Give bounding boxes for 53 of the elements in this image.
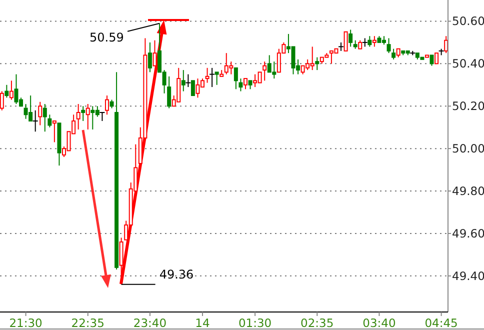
annotation: 50.59 (90, 30, 124, 44)
candlestick (38, 101, 42, 126)
y-tick-label: 49.40 (452, 268, 484, 283)
candlestick (344, 31, 348, 52)
candlestick (243, 78, 248, 90)
candlestick (315, 56, 320, 71)
x-tick-label: 23:40 (133, 316, 167, 330)
candlestick (86, 104, 90, 130)
x-tick-label: 22:35 (71, 316, 104, 330)
candlestick (81, 106, 86, 122)
y-tick-label: 50.00 (452, 142, 484, 156)
candlestick (9, 80, 14, 100)
candlestick (4, 84, 9, 98)
candlestick (167, 76, 172, 109)
candlestick (152, 40, 157, 66)
y-tick-label: 49.60 (452, 226, 484, 240)
candlestick (434, 52, 439, 64)
candlestick (76, 104, 80, 130)
candlestick (190, 80, 195, 96)
candlestick (205, 67, 210, 84)
candlestick (238, 78, 243, 92)
candlestick (148, 42, 152, 73)
candlestick (32, 110, 38, 132)
candlestick (372, 36, 376, 48)
x-tick-label: 02:35 (300, 316, 334, 330)
candlestick (430, 54, 434, 66)
y-tick-label: 49.80 (452, 184, 484, 198)
candlestick (234, 67, 238, 90)
candlestick (214, 72, 219, 86)
annotation: 49.36 (159, 267, 194, 282)
candlestick (368, 36, 372, 48)
candlestick (181, 70, 186, 92)
y-tick-label: 50.60 (452, 14, 484, 28)
candlestick (392, 48, 396, 60)
candlestick (444, 36, 448, 54)
x-tick-label: 03:40 (362, 316, 396, 330)
candlestick (348, 29, 353, 48)
candlestick (52, 120, 56, 143)
y-tick-label: 50.20 (452, 99, 484, 114)
candlestick (262, 61, 267, 82)
candlestick (104, 95, 109, 116)
candlestick (42, 104, 47, 132)
candlestick (186, 74, 191, 88)
candlestick (100, 112, 105, 122)
x-tick-label: 21:30 (9, 316, 42, 330)
x-tick-label: 01:30 (238, 316, 272, 330)
x-tick-label: 14 (195, 316, 210, 330)
candlestick (386, 38, 391, 54)
y-tick-label: 50.40 (452, 56, 484, 71)
candlestick (210, 67, 215, 88)
candlestick (119, 237, 124, 285)
x-tick-label: 04:45 (424, 316, 458, 330)
candlestick (48, 114, 52, 128)
